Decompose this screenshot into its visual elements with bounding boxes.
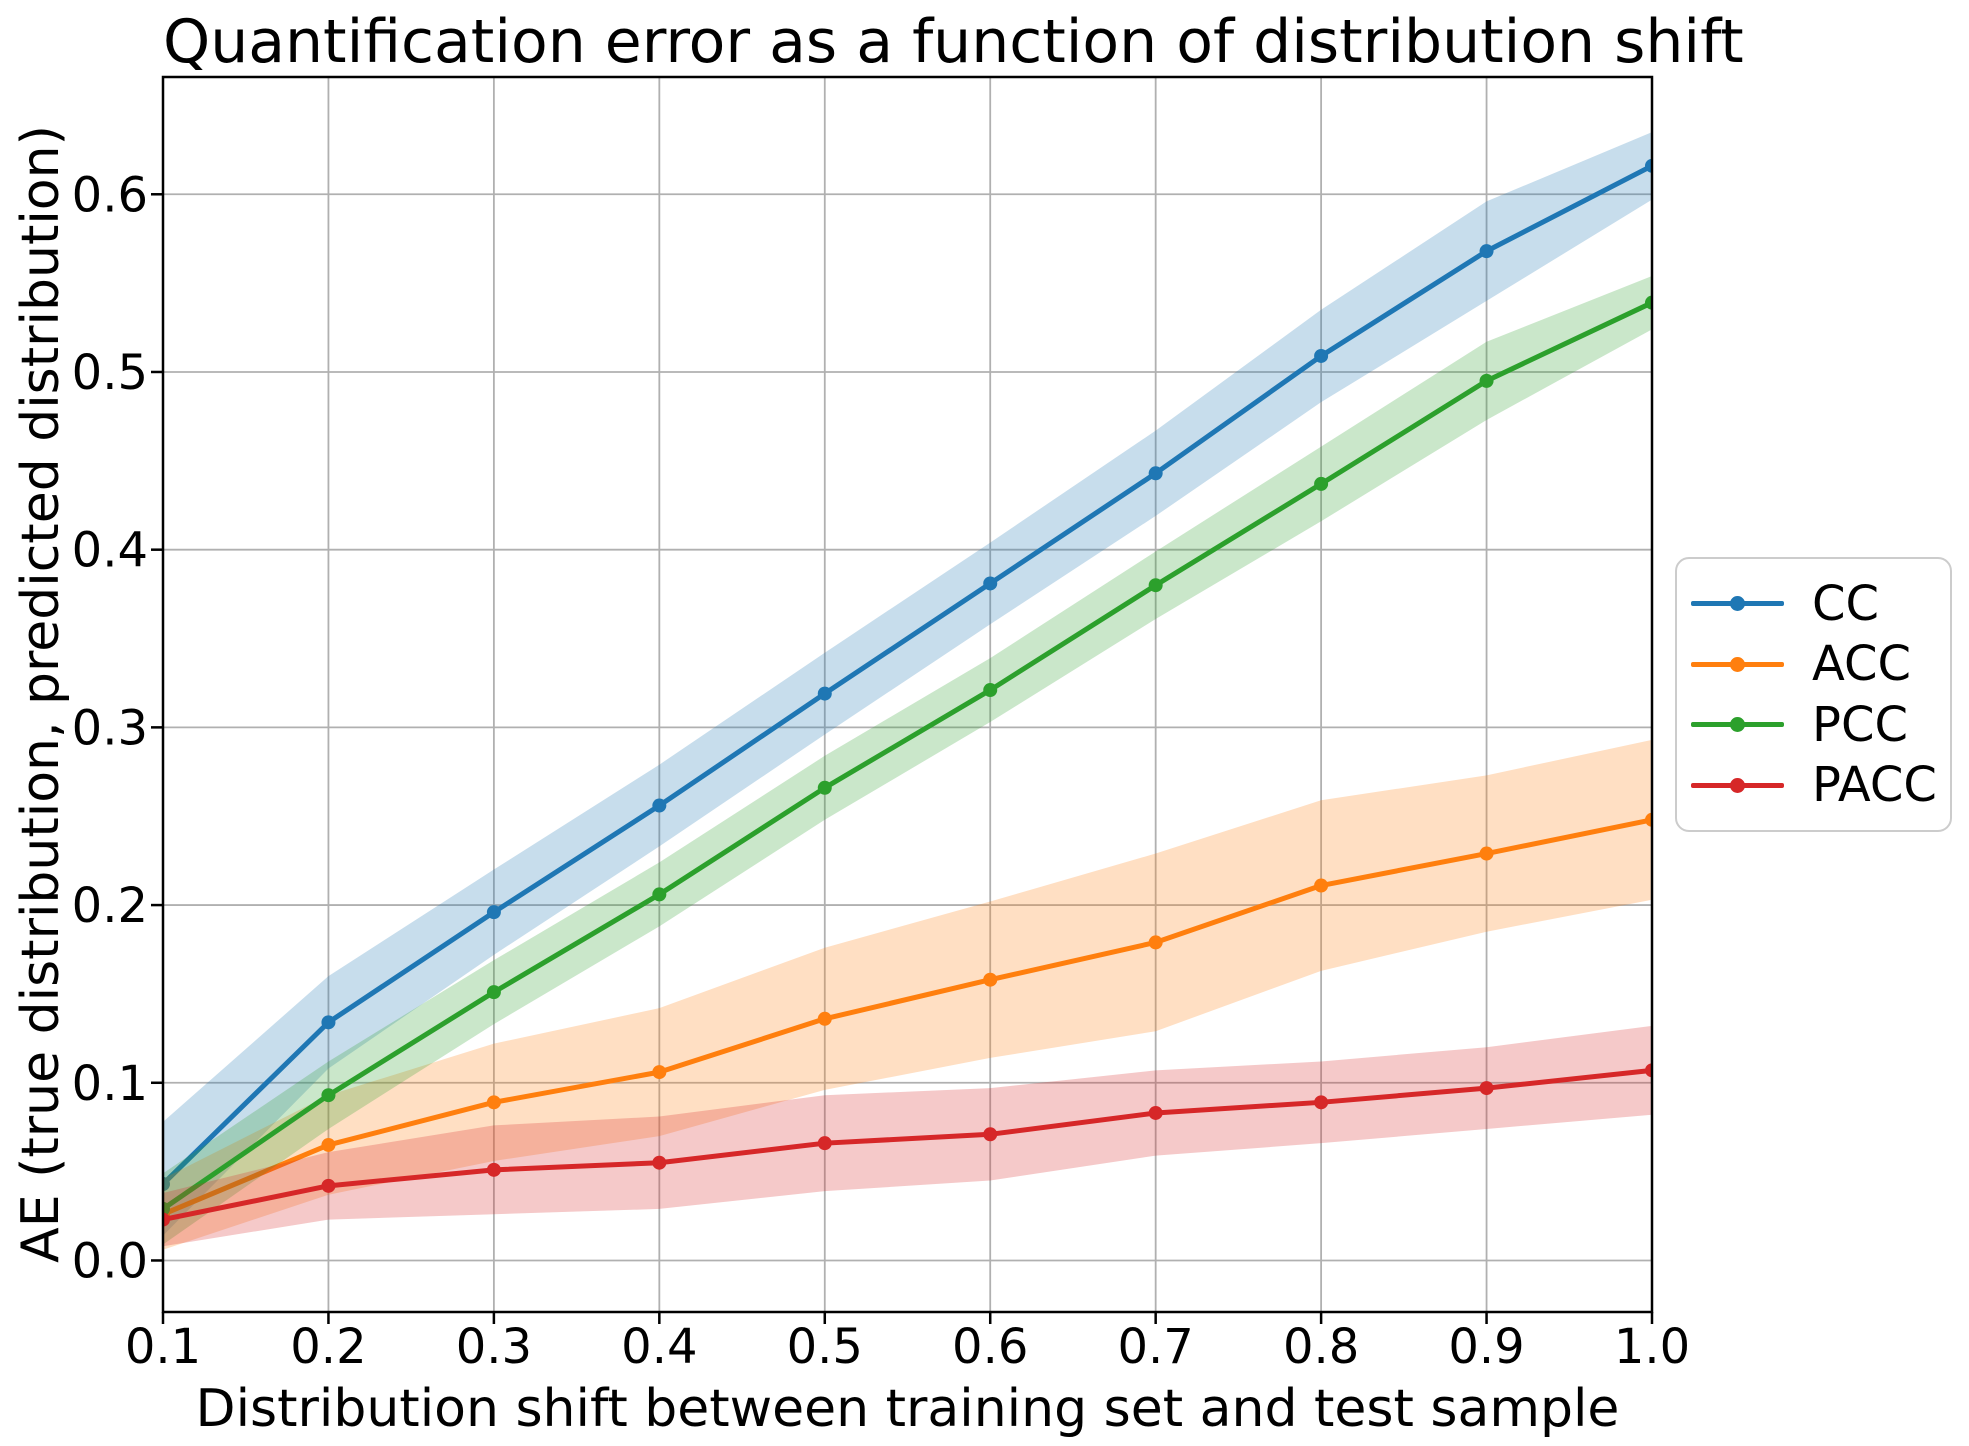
data-point-ACC-1.0 — [1645, 812, 1652, 827]
data-point-ACC-0.2 — [321, 1137, 336, 1152]
series-band-PACC — [163, 1025, 1652, 1247]
y-tick-label-0.3: 0.3 — [72, 700, 148, 756]
series-line-ACC — [163, 817, 1652, 1217]
pcc-line-sample-icon — [1691, 717, 1784, 733]
data-point-CC-0.8 — [1314, 348, 1329, 363]
data-point-PACC-0.9 — [1479, 1081, 1494, 1096]
data-point-CC-0.5 — [817, 686, 832, 701]
pacc-line-sample-icon — [1691, 777, 1784, 793]
x-tick-label-0.6: 0.6 — [952, 1319, 1028, 1375]
acc-line-sample-icon — [1691, 656, 1784, 672]
series-line-PCC — [163, 300, 1652, 1212]
data-point-PACC-0.6 — [983, 1127, 998, 1142]
data-point-ACC-0.3 — [486, 1095, 501, 1110]
legend-label: PACC — [1812, 757, 1937, 814]
legend-item-cc: CC — [1691, 580, 1942, 628]
data-point-CC-0.9 — [1479, 244, 1494, 259]
data-point-PACC-0.4 — [652, 1155, 667, 1170]
legend-item-pcc: PCC — [1691, 701, 1942, 749]
cc-line-sample-icon — [1691, 596, 1784, 612]
x-tick-label-0.1: 0.1 — [125, 1319, 201, 1375]
series-line-CC — [163, 163, 1652, 1187]
data-point-ACC-0.8 — [1314, 878, 1329, 893]
data-point-PCC-0.5 — [817, 780, 832, 795]
data-point-PACC-0.1 — [163, 1212, 170, 1227]
series-band-ACC — [163, 739, 1652, 1250]
legend-item-acc: ACC — [1691, 640, 1942, 688]
data-point-PCC-0.2 — [321, 1088, 336, 1103]
y-axis-label: AE (true distribution, predicted distrib… — [11, 125, 71, 1263]
data-point-PACC-0.7 — [1148, 1105, 1163, 1120]
x-tick-label-0.9: 0.9 — [1448, 1319, 1524, 1375]
data-point-ACC-0.6 — [983, 972, 998, 987]
data-point-PCC-1.0 — [1645, 295, 1652, 310]
x-axis-label: Distribution shift between training set … — [195, 1379, 1620, 1439]
data-point-PCC-0.4 — [652, 887, 667, 902]
data-point-ACC-0.9 — [1479, 846, 1494, 861]
data-point-CC-0.2 — [321, 1015, 336, 1030]
pcc-marker-icon — [1730, 717, 1745, 733]
y-tick-label-0.0: 0.0 — [72, 1233, 148, 1289]
x-tick-label-0.3: 0.3 — [456, 1319, 532, 1375]
data-point-ACC-0.4 — [652, 1065, 667, 1080]
data-point-PCC-0.1 — [163, 1201, 170, 1216]
series-band-PCC — [163, 276, 1652, 1245]
data-point-CC-0.7 — [1148, 466, 1163, 481]
legend-label: CC — [1812, 575, 1880, 632]
data-point-ACC-0.5 — [817, 1011, 832, 1026]
y-tick-label-0.5: 0.5 — [72, 345, 148, 401]
legend: CC ACC PCC PACC — [1675, 557, 1952, 832]
legend-label: PCC — [1812, 696, 1908, 753]
series-line-PACC — [163, 1067, 1652, 1223]
data-point-CC-0.6 — [983, 576, 998, 591]
data-point-PACC-1.0 — [1645, 1063, 1652, 1078]
acc-marker-icon — [1730, 656, 1745, 672]
x-tick-label-1.0: 1.0 — [1614, 1319, 1690, 1375]
y-tick-label-0.6: 0.6 — [72, 167, 148, 223]
plot-area — [163, 77, 1652, 1312]
data-point-PCC-0.3 — [486, 985, 501, 1000]
y-tick-label-0.4: 0.4 — [72, 523, 148, 579]
data-point-CC-1.0 — [1645, 158, 1652, 173]
data-point-CC-0.4 — [652, 798, 667, 813]
data-point-PCC-0.9 — [1479, 373, 1494, 388]
pacc-marker-icon — [1730, 777, 1745, 793]
data-point-ACC-0.7 — [1148, 935, 1163, 950]
x-tick-label-0.2: 0.2 — [290, 1319, 366, 1375]
x-tick-label-0.5: 0.5 — [787, 1319, 863, 1375]
data-point-PACC-0.8 — [1314, 1095, 1329, 1110]
y-tick-label-0.1: 0.1 — [72, 1056, 148, 1112]
data-point-CC-0.1 — [163, 1177, 170, 1192]
data-point-PCC-0.7 — [1148, 578, 1163, 593]
y-tick-label-0.2: 0.2 — [72, 878, 148, 934]
series-band-CC — [163, 132, 1652, 1236]
x-tick-label-0.8: 0.8 — [1283, 1319, 1359, 1375]
x-tick-label-0.4: 0.4 — [621, 1319, 697, 1375]
data-point-PACC-0.2 — [321, 1178, 336, 1193]
data-point-PCC-0.8 — [1314, 476, 1329, 491]
axes-spines — [161, 75, 1654, 1314]
chart-title: Quantification error as a function of di… — [163, 7, 1744, 77]
x-tick-label-0.7: 0.7 — [1117, 1319, 1193, 1375]
legend-item-pacc: PACC — [1691, 761, 1942, 809]
data-point-PACC-0.3 — [486, 1162, 501, 1177]
data-point-CC-0.3 — [486, 905, 501, 920]
legend-label: ACC — [1812, 636, 1912, 693]
data-point-PACC-0.5 — [817, 1136, 832, 1151]
data-point-PCC-0.6 — [983, 683, 998, 698]
cc-marker-icon — [1730, 596, 1745, 612]
